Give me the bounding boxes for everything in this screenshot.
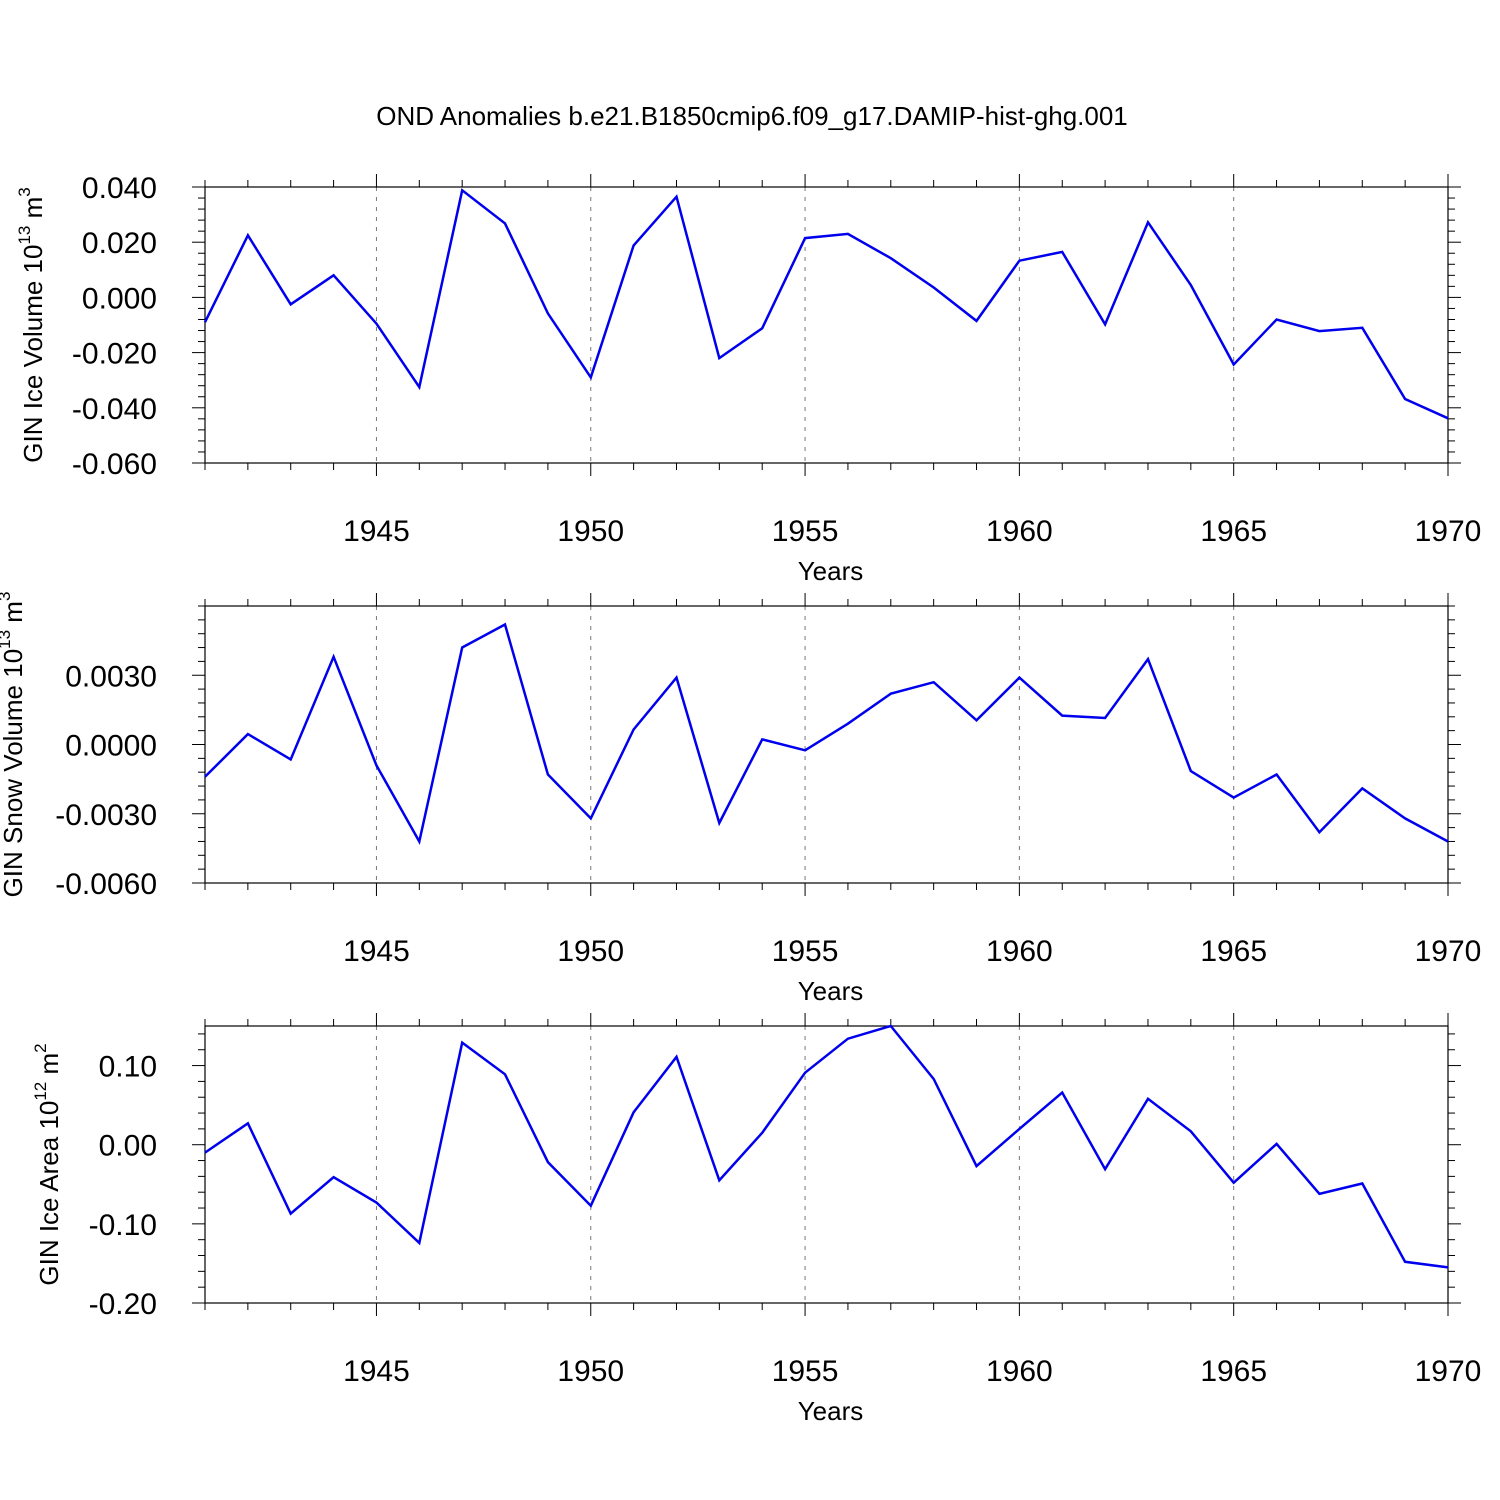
x-tick-label: 1960: [986, 1355, 1053, 1388]
y-tick-label: -0.0060: [55, 868, 157, 901]
x-tick-label: 1960: [986, 515, 1053, 548]
y-axis-label: GIN Ice Volume 1013 m3: [15, 187, 48, 463]
x-tick-label: 1955: [772, 1355, 839, 1388]
plot-frame: [204, 1025, 1449, 1304]
y-tick-label: -0.040: [72, 393, 157, 426]
plot-frame: [204, 605, 1449, 884]
y-tick-label: -0.20: [89, 1288, 157, 1321]
series-line: [204, 1024, 1449, 1269]
y-tick-label: -0.10: [89, 1209, 157, 1242]
chart-title: OND Anomalies b.e21.B1850cmip6.f09_g17.D…: [376, 101, 1128, 131]
x-tick-label: 1970: [1415, 935, 1482, 968]
x-tick-label: 1965: [1200, 515, 1267, 548]
y-tick-label: 0.0030: [65, 660, 157, 693]
y-tick-label: 0.000: [82, 282, 157, 315]
x-axis-label: Years: [798, 976, 864, 1006]
x-axis-label: Years: [798, 556, 864, 586]
series-line: [203, 188, 1449, 420]
x-tick-label: 1970: [1415, 515, 1482, 548]
x-tick-label: 1965: [1200, 935, 1267, 968]
y-tick-label: -0.060: [72, 448, 157, 481]
x-tick-label: 1950: [557, 515, 624, 548]
x-tick-label: 1960: [986, 935, 1053, 968]
panel-2: -0.0060 -0.0030 0.0000 0.0030 1945 1950 1955 19…: [0, 592, 1481, 1006]
y-tick-label: 0.0000: [65, 730, 157, 763]
y-axis-label: GIN Snow Volume 1013 m3: [0, 592, 28, 898]
x-tick-label: 1945: [343, 515, 410, 548]
x-axis-label: Years: [798, 1396, 864, 1426]
x-tick-label: 1945: [343, 935, 410, 968]
x-tick-label: 1945: [343, 1355, 410, 1388]
panel-1: -0.060 -0.040 -0.020 0.000 0.020 0.040 1945 195…: [15, 172, 1481, 586]
y-tick-label: -0.020: [72, 338, 157, 371]
x-tick-label: 1955: [772, 515, 839, 548]
plot-frame: [204, 186, 1449, 464]
x-tick-label: 1970: [1415, 1355, 1482, 1388]
x-tick-label: 1955: [772, 935, 839, 968]
y-tick-label: 0.020: [82, 227, 157, 260]
x-tick-label: 1950: [557, 935, 624, 968]
y-tick-label: 0.10: [99, 1051, 157, 1084]
y-axis-label: GIN Ice Area 1012 m2: [31, 1043, 64, 1285]
y-tick-label: 0.040: [82, 172, 157, 205]
x-tick-label: 1965: [1200, 1355, 1267, 1388]
y-tick-label: 0.00: [99, 1130, 157, 1163]
x-tick-label: 1950: [557, 1355, 624, 1388]
series-line: [204, 622, 1449, 845]
panel-3: -0.20 -0.10 0.00 0.10 1945 1950 1955 1960 1965 19…: [31, 1013, 1481, 1426]
y-tick-label: -0.0030: [55, 799, 157, 832]
